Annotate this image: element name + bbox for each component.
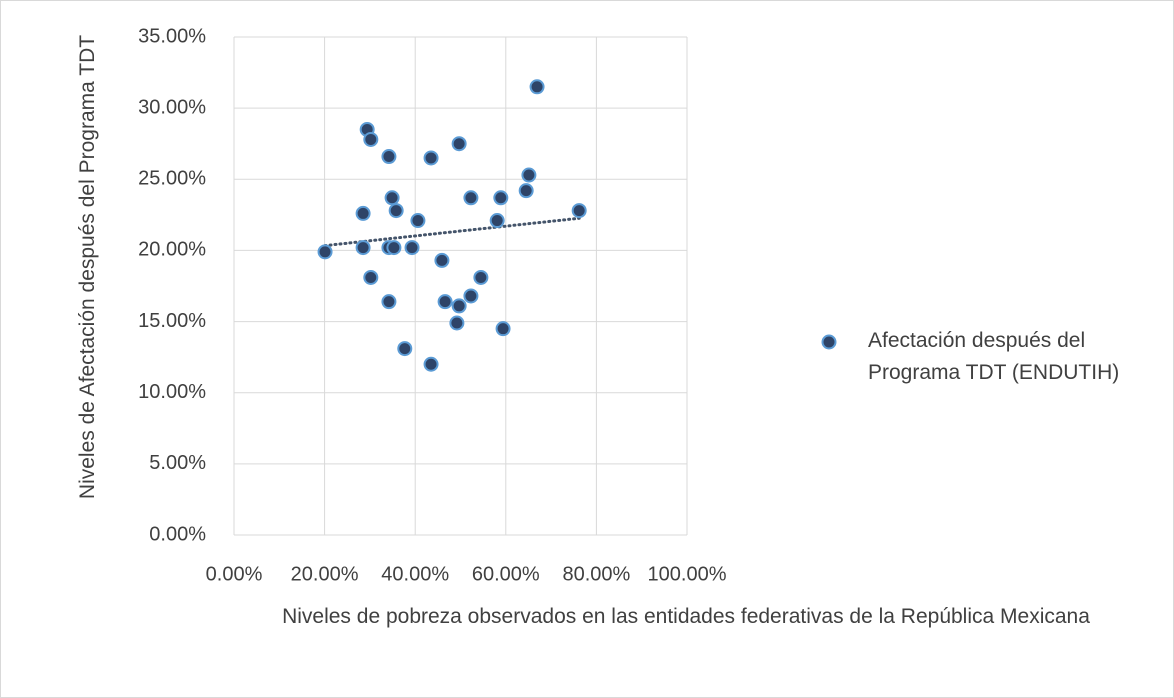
legend-marker — [821, 334, 837, 350]
point — [381, 294, 397, 310]
point — [463, 190, 479, 206]
point — [397, 341, 413, 357]
point — [451, 136, 467, 152]
x-tick-label: 20.00% — [291, 563, 359, 585]
point — [451, 298, 467, 314]
point — [388, 203, 404, 219]
point — [449, 315, 465, 331]
point — [521, 167, 537, 183]
point — [463, 288, 479, 304]
point — [423, 150, 439, 166]
y-axis-title: Niveles de Afectación después del Progra… — [76, 34, 99, 500]
x-tick-label: 0.00% — [206, 563, 263, 585]
point — [437, 294, 453, 310]
point — [355, 205, 371, 221]
point — [386, 240, 402, 256]
x-tick-label: 60.00% — [472, 563, 540, 585]
y-tick-label: 30.00% — [138, 96, 206, 118]
point — [410, 213, 426, 229]
point — [571, 203, 587, 219]
y-tick-label: 0.00% — [149, 523, 206, 545]
y-tick-label: 35.00% — [138, 25, 206, 47]
point — [529, 79, 545, 95]
point — [493, 190, 509, 206]
point — [363, 269, 379, 285]
point — [384, 190, 400, 206]
y-tick-label: 5.00% — [149, 452, 206, 474]
point — [473, 269, 489, 285]
x-axis-title: Niveles de pobreza observados en las ent… — [282, 605, 1090, 628]
point — [518, 183, 534, 199]
y-tick-label: 15.00% — [138, 310, 206, 332]
point — [404, 240, 420, 256]
point — [381, 149, 397, 165]
x-tick-label: 40.00% — [381, 563, 449, 585]
point — [363, 131, 379, 147]
y-tick-label: 10.00% — [138, 381, 206, 403]
x-tick-label: 80.00% — [562, 563, 630, 585]
point — [434, 252, 450, 268]
y-tick-label: 20.00% — [138, 239, 206, 261]
point — [495, 321, 511, 337]
x-tick-label: 100.00% — [648, 563, 727, 585]
point — [317, 244, 333, 260]
legend-label: Afectación después del Programa TDT (END… — [868, 329, 1120, 384]
y-tick-label: 25.00% — [138, 168, 206, 190]
point — [489, 213, 505, 229]
point — [423, 356, 439, 372]
point — [355, 240, 371, 256]
